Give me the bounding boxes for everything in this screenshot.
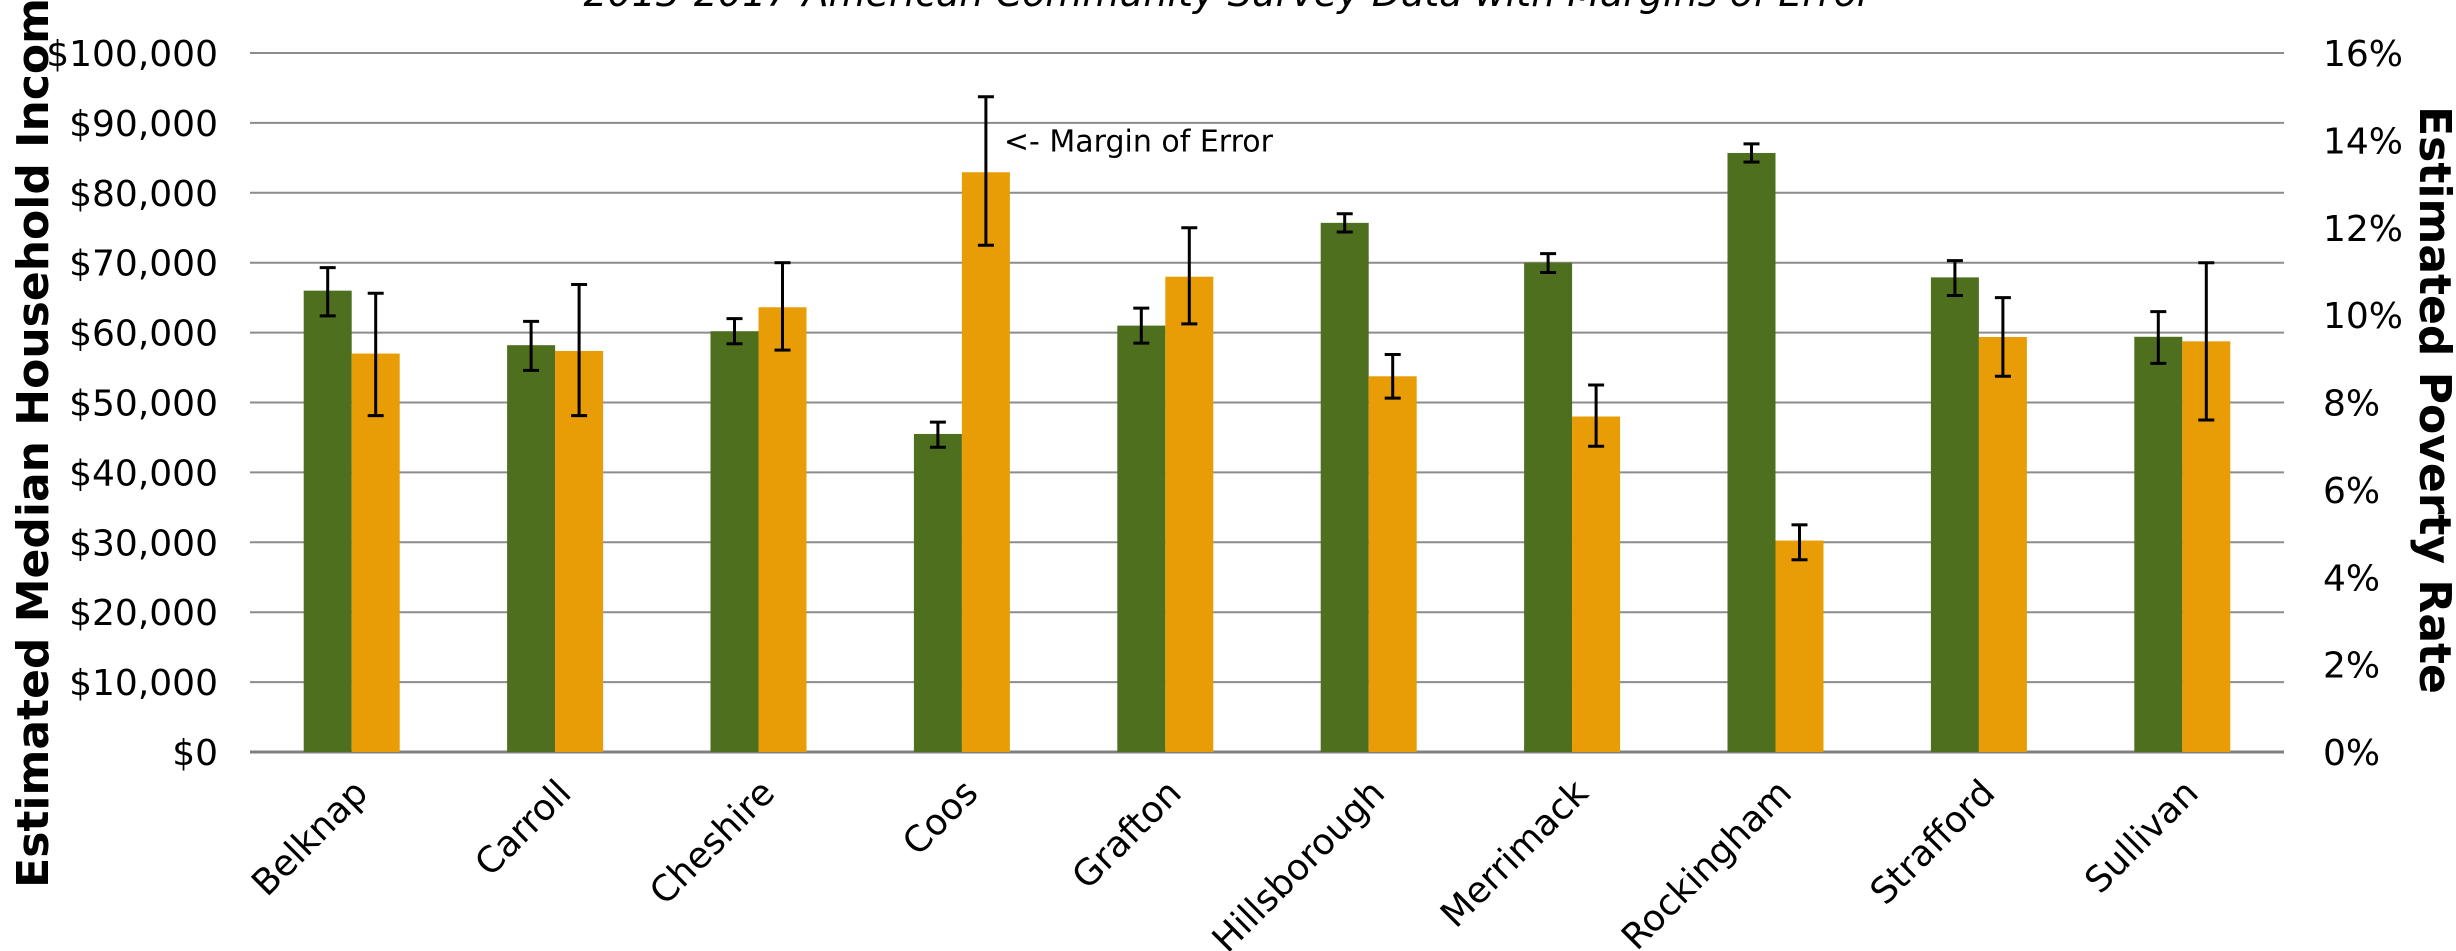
poverty-bar xyxy=(758,307,807,752)
income-bar xyxy=(1727,152,1776,752)
category-label: Carroll xyxy=(467,772,579,884)
right-tick-label: 16% xyxy=(2323,34,2403,75)
category-label: Grafton xyxy=(1065,772,1190,897)
right-tick-label: 8% xyxy=(2323,384,2380,425)
left-tick-label: $60,000 xyxy=(69,314,218,355)
income-bar xyxy=(1320,222,1369,752)
poverty-bar xyxy=(351,353,400,752)
left-axis-title: Estimated Median Household Income xyxy=(8,0,59,888)
right-tick-label: 10% xyxy=(2323,296,2403,337)
income-bar xyxy=(913,433,962,752)
left-tick-label: $90,000 xyxy=(69,104,218,145)
left-tick-label: $40,000 xyxy=(69,453,218,494)
poverty-bar xyxy=(1572,416,1621,752)
category-label: Belknap xyxy=(244,772,376,904)
left-tick-label: $10,000 xyxy=(69,663,218,704)
right-axis-title: Estimated Poverty Rate xyxy=(2409,106,2456,694)
left-tick-label: $70,000 xyxy=(69,244,218,285)
right-tick-label: 6% xyxy=(2323,471,2380,512)
bars xyxy=(303,152,2231,753)
income-bar xyxy=(303,290,352,752)
income-bar xyxy=(1930,277,1979,752)
income-bar xyxy=(507,345,556,752)
income-bar xyxy=(1524,262,1573,752)
poverty-bar xyxy=(1978,336,2027,752)
income-bar xyxy=(710,331,759,752)
right-tick-label: 12% xyxy=(2323,209,2403,250)
poverty-bar xyxy=(1368,376,1417,752)
right-tick-label: 4% xyxy=(2323,558,2380,599)
left-tick-label: $100,000 xyxy=(46,34,218,75)
category-label: Rockingham xyxy=(1614,772,1800,951)
category-labels: Belknap Carroll Cheshire Coos Grafton Hillsbo… xyxy=(244,772,2206,951)
left-tick-label: $50,000 xyxy=(69,384,218,425)
poverty-bar xyxy=(961,172,1010,753)
left-tick-label: $20,000 xyxy=(69,593,218,634)
right-tick-label: 2% xyxy=(2323,646,2380,687)
income-bar xyxy=(1117,325,1166,752)
chart-title: 2013-2017 American Community Survey Data… xyxy=(583,0,1874,15)
left-axis-ticks: $0 $10,000 $20,000 $30,000 $40,000 $50,000 $60… xyxy=(46,34,218,774)
category-label: Cheshire xyxy=(642,772,783,913)
left-tick-label: $30,000 xyxy=(69,523,218,564)
left-tick-label: $0 xyxy=(172,733,218,774)
margin-of-error-annotation: <- Margin of Error xyxy=(1004,125,1274,160)
poverty-bar xyxy=(1775,540,1824,752)
category-label: Strafford xyxy=(1863,772,2003,912)
category-label: Hillsborough xyxy=(1205,772,1393,951)
category-label: Coos xyxy=(895,772,986,863)
left-tick-label: $80,000 xyxy=(69,174,218,215)
category-label: Sullivan xyxy=(2077,772,2206,901)
poverty-bar xyxy=(555,350,604,752)
income-bar xyxy=(2134,336,2183,752)
error-bars xyxy=(319,95,2215,562)
category-label: Merrimack xyxy=(1433,772,1596,935)
right-tick-label: 0% xyxy=(2323,733,2380,774)
poverty-bar xyxy=(1165,276,1214,752)
right-tick-label: 14% xyxy=(2323,121,2403,162)
right-axis-ticks: 0% 2% 4% 6% 8% 10% 12% 14% 16% xyxy=(2323,34,2403,774)
